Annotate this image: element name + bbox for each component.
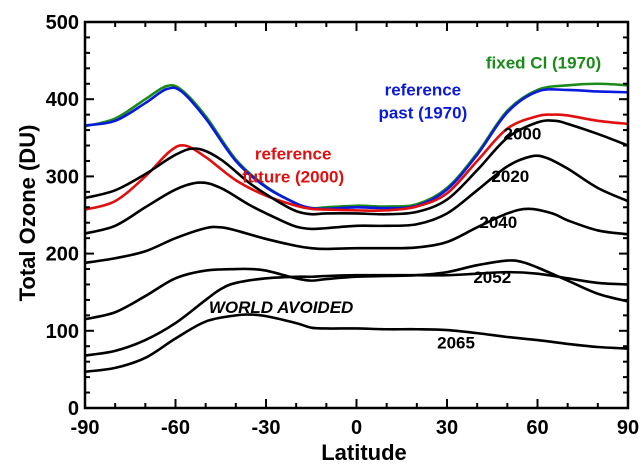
annotation-2020: 2020 [491,167,529,186]
x-axis-title: Latitude [321,440,407,464]
x-tick-label: 90 [617,417,639,439]
series-line-2020 [84,154,629,235]
x-tick-label: 30 [436,417,458,439]
annotation-past-1970: past (1970) [378,104,467,123]
axes-layer: -90 -60 -30 0 30 60 90 0 100 200 300 400 500 [46,12,640,439]
series-line-reference-future-2000 [84,113,629,212]
plot-frame [83,20,630,410]
y-axis-title: Total Ozone (DU) [15,125,40,302]
series-line-world-avoided [84,270,629,357]
annotation-2000: 2000 [504,124,542,143]
annotation-layer: fixed Cl (1970) reference past (1970) refer… [209,53,601,352]
y-tick-label: 100 [46,321,79,343]
series-line-2065 [84,313,629,374]
annotation-2065: 2065 [437,334,475,353]
y-tick-label: 500 [46,12,79,34]
annotation-2040: 2040 [479,213,517,232]
annotation-fixed-cl-1970: fixed Cl (1970) [486,53,601,72]
y-tick-label: 400 [46,89,79,111]
x-tick-label: 60 [526,417,548,439]
x-tick-label: -60 [161,417,190,439]
series-line-reference-past-1970 [84,86,629,211]
series-line-fixed-cl-1970 [84,82,629,210]
x-tick-label: 0 [351,417,362,439]
series-line-2000 [84,119,629,216]
annotation-2052: 2052 [473,268,511,287]
annotation-reference: reference [385,80,462,99]
x-tick-label: -90 [71,417,100,439]
x-tick-label: -30 [252,417,281,439]
series-line-2040 [84,207,629,265]
annotation-future-2000: future (2000) [242,168,344,187]
annotation-world-avoided: WORLD AVOIDED [209,298,354,317]
series-line-2052 [84,259,629,321]
y-tick-label: 200 [46,244,79,266]
series-layer [84,82,629,374]
y-tick-label: 300 [46,166,79,188]
annotation-reference: reference [255,144,332,163]
y-tick-label: 0 [68,398,79,420]
